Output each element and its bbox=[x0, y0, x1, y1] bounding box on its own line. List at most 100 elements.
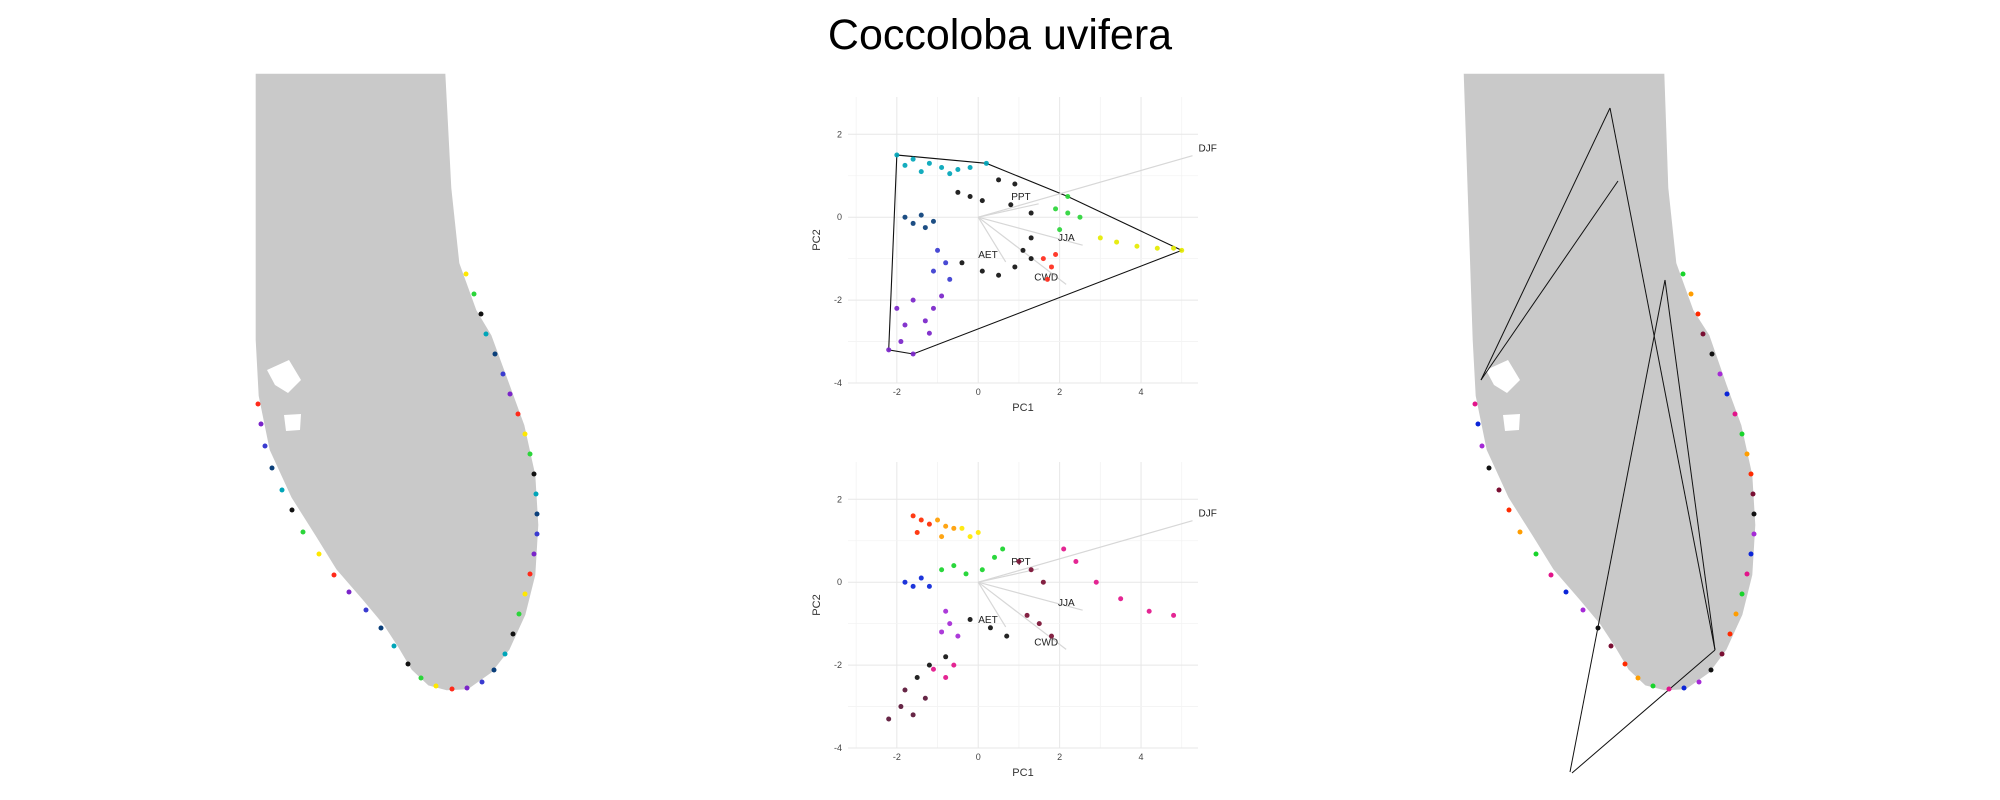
pca-top-loading-label-ppt: PPT bbox=[1011, 192, 1030, 203]
pca-bottom-point-6-0 bbox=[1016, 558, 1022, 564]
left-map-coast-point-32 bbox=[316, 551, 322, 557]
pca-bottom-x-tick--2: -2 bbox=[893, 752, 901, 762]
pca-bottom-plot-background bbox=[848, 462, 1198, 748]
pca-bottom-point-5-1 bbox=[947, 621, 953, 627]
pca-top-point-2-2 bbox=[979, 198, 985, 204]
right-map-coast-point-10 bbox=[1748, 471, 1754, 477]
left-map-coast-point-10 bbox=[531, 471, 537, 477]
pca-top-x-tick--2: -2 bbox=[893, 387, 901, 397]
pca-top-point-1-3 bbox=[922, 225, 928, 231]
left-map-coast-point-36 bbox=[269, 465, 275, 471]
right-map-coast-point-27 bbox=[1608, 643, 1614, 649]
left-map-coast-point-28 bbox=[378, 625, 384, 631]
right-map-coast-point-31 bbox=[1548, 572, 1554, 578]
left-map-coast-point-25 bbox=[418, 675, 424, 681]
left-map-coast-point-26 bbox=[405, 661, 411, 667]
right-map-coast-point-15 bbox=[1744, 571, 1750, 577]
pca-bottom-loading-line-ppt bbox=[978, 568, 1039, 583]
left-map-coast-point-1 bbox=[471, 291, 477, 297]
pca-top-loading-label-aet: AET bbox=[978, 250, 997, 261]
pca-top-point-1-0 bbox=[902, 214, 908, 220]
pca-top-point-3-1 bbox=[943, 260, 949, 266]
pca-bottom-point-7-5 bbox=[914, 675, 920, 681]
pca-top-point-5-0 bbox=[1040, 256, 1046, 262]
right-map-coast-point-22 bbox=[1681, 685, 1687, 691]
pca-top-point-6-0 bbox=[1053, 206, 1059, 212]
right-map-coast-point-23 bbox=[1666, 686, 1672, 692]
pca-top-y-tick--4: -4 bbox=[834, 378, 842, 388]
right-map-coast-point-34 bbox=[1506, 507, 1512, 513]
left-map-coast-point-9 bbox=[527, 451, 533, 457]
map-left-coastal-cutout-2 bbox=[284, 414, 301, 431]
pca-bottom-point-5-3 bbox=[939, 629, 945, 635]
pca-bottom-point-8-2 bbox=[1093, 579, 1099, 585]
pca-top-point-3-3 bbox=[930, 268, 936, 274]
pca-bottom-point-9-1 bbox=[898, 704, 904, 710]
pca-bottom-axes: -2 0 2 4 -4 -2 0 2 PC1 PC2 bbox=[811, 494, 1144, 779]
right-map-coast-point-0 bbox=[1680, 271, 1686, 277]
pca-bottom-point-0-3 bbox=[914, 529, 920, 535]
left-map-coast-point-38 bbox=[258, 421, 264, 427]
pca-top-point-2-12 bbox=[1008, 202, 1014, 208]
right-map-coast-point-12 bbox=[1751, 511, 1757, 517]
pca-bottom-point-8-8 bbox=[951, 662, 957, 668]
pca-top-loading-label-djf: DJF bbox=[1199, 144, 1217, 155]
left-map-coast-point-18 bbox=[510, 631, 516, 637]
pca-top-point-4-1 bbox=[902, 322, 908, 328]
right-map-coast-point-16 bbox=[1739, 591, 1745, 597]
right-map-points bbox=[1472, 271, 1757, 692]
pca-bottom-loading-label-aet: AET bbox=[978, 615, 997, 626]
left-map-coast-point-22 bbox=[464, 685, 470, 691]
pca-top-point-2-6 bbox=[1028, 235, 1034, 241]
pca-bottom-point-2-1 bbox=[967, 534, 973, 540]
pca-top-point-1-4 bbox=[930, 218, 936, 224]
pca-bottom-point-6-2 bbox=[1040, 579, 1046, 585]
pca-bottom-point-9-0 bbox=[886, 716, 892, 722]
pca-top-points bbox=[886, 152, 1185, 357]
pca-top-point-2-13 bbox=[1020, 247, 1026, 253]
pca-bottom-point-5-0 bbox=[943, 608, 949, 614]
pca-top-loading-line-aet bbox=[977, 216, 1007, 263]
pca-bottom-point-0-0 bbox=[910, 513, 916, 519]
right-map-coast-point-4 bbox=[1709, 351, 1715, 357]
right-map-coast-point-14 bbox=[1748, 551, 1754, 557]
pca-bottom-point-8-4 bbox=[1146, 608, 1152, 614]
pca-top-point-5-2 bbox=[1044, 276, 1050, 282]
left-map-coast-point-35 bbox=[279, 487, 285, 493]
pca-top-point-1-2 bbox=[918, 212, 924, 218]
pca-top-point-0-4 bbox=[955, 167, 961, 173]
pca-bottom-point-6-3 bbox=[1024, 612, 1030, 618]
pca-top-point-7-1 bbox=[1114, 239, 1120, 245]
pca-bottom-loading-line-aet bbox=[977, 581, 1007, 628]
left-map-coast-point-13 bbox=[534, 531, 540, 537]
pca-top-point-0-3 bbox=[939, 164, 945, 170]
pca-top-plot-background bbox=[848, 97, 1198, 383]
left-map-coast-point-33 bbox=[300, 529, 306, 535]
right-map-coast-point-21 bbox=[1696, 679, 1702, 685]
map-right-coastal-cutout-2 bbox=[1503, 414, 1520, 431]
pca-top-loading-line-djf bbox=[978, 155, 1193, 218]
pca-top-y-tick-2: 2 bbox=[837, 129, 842, 139]
pca-bottom-point-1-0 bbox=[935, 517, 941, 523]
pca-bottom-gridlines bbox=[848, 462, 1198, 749]
pca-top-point-4-3 bbox=[922, 318, 928, 324]
pca-top-point-6-4 bbox=[1057, 227, 1063, 233]
pca-top-point-2-11 bbox=[959, 260, 965, 266]
pca-top-point-5-3 bbox=[1053, 252, 1059, 258]
pca-bottom-point-7-4 bbox=[926, 662, 932, 668]
pca-bottom-point-4-0 bbox=[902, 579, 908, 585]
left-map-coast-point-29 bbox=[363, 607, 369, 613]
pca-top-x-tick-2: 2 bbox=[1057, 387, 1062, 397]
pca-top-point-6-3 bbox=[1065, 193, 1071, 199]
right-map-connection-line-4 bbox=[1480, 180, 1619, 381]
left-map-coast-point-12 bbox=[534, 511, 540, 517]
left-map-coast-point-27 bbox=[391, 643, 397, 649]
pca-top-point-4-6 bbox=[886, 347, 892, 353]
right-map-coast-point-37 bbox=[1479, 443, 1485, 449]
left-map-coast-point-17 bbox=[516, 611, 522, 617]
right-map-connection-line-3 bbox=[1569, 279, 1666, 773]
left-map-coast-point-0 bbox=[463, 271, 469, 277]
left-map-coast-point-20 bbox=[491, 667, 497, 673]
right-map-coast-point-29 bbox=[1580, 607, 1586, 613]
